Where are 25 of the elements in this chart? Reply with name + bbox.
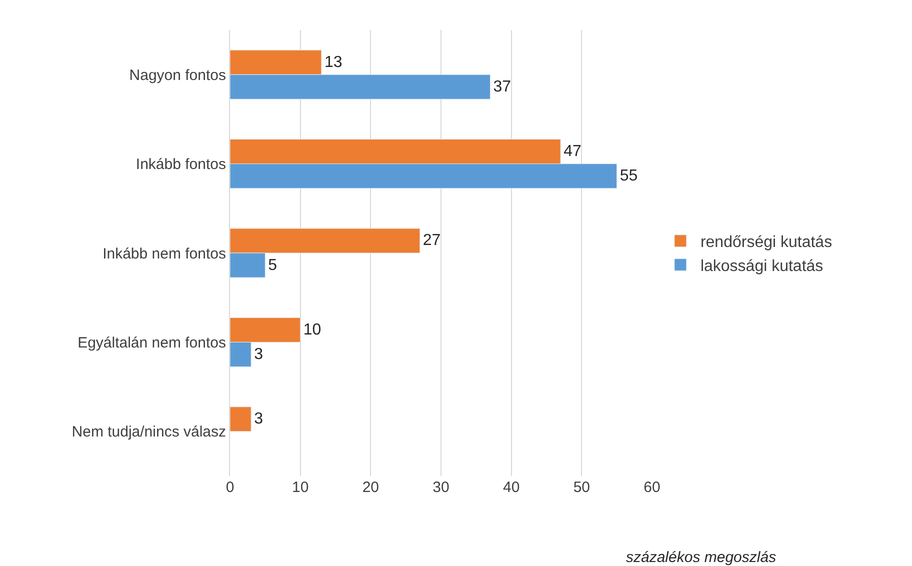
y-tick-label: Nem tudja/nincs válasz: [72, 424, 226, 441]
x-tick-label: 0: [226, 479, 234, 496]
data-label: 3: [254, 410, 264, 428]
data-label: 55: [620, 168, 638, 185]
x-tick-label: 40: [502, 479, 520, 496]
x-tick-label: 60: [644, 479, 660, 496]
data-label: 13: [324, 54, 342, 71]
data-label: 47: [564, 143, 582, 160]
x-tick-label: 30: [432, 479, 450, 496]
x-tick-label: 10: [292, 479, 309, 496]
data-label: 27: [422, 232, 441, 250]
data-label: 3: [254, 346, 264, 363]
x-tick-label: 50: [573, 479, 590, 496]
x-tick-label: 20: [362, 479, 380, 496]
data-label: 10: [303, 321, 322, 338]
data-label: 5: [268, 256, 278, 274]
legend-label: rendőrségi kutatás: [700, 234, 832, 252]
y-tick-label: Nagyon fontos: [129, 66, 226, 84]
y-tick-label: Egyáltalán nem fontos: [78, 334, 226, 352]
data-label: 37: [493, 78, 512, 96]
legend-label: lakossági kutatás: [700, 258, 824, 275]
x-axis-title: százalékos megoszlás: [626, 549, 777, 566]
y-tick-label: Inkább nem fontos: [102, 245, 226, 262]
y-tick-label: Inkább fontos: [136, 156, 226, 174]
bar: [230, 406, 252, 432]
